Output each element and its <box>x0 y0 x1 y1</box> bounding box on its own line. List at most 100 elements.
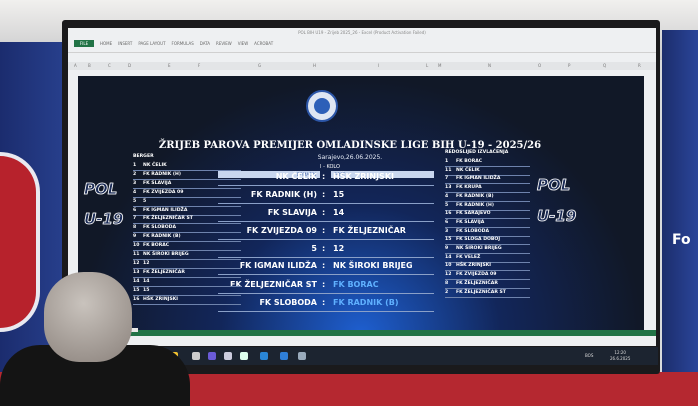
column-header[interactable]: D <box>128 63 132 68</box>
column-header[interactable]: M <box>438 63 442 68</box>
column-header[interactable]: G <box>258 63 262 68</box>
ribbon-tab-view[interactable]: VIEW <box>237 41 249 46</box>
draw-order-number: 15 <box>445 237 452 243</box>
draw-order-row-divider <box>445 235 530 237</box>
berger-row-divider <box>133 214 241 216</box>
ribbon-tab-formulas[interactable]: FORMULAS <box>171 41 194 46</box>
match-away-team: FK BORAC <box>333 280 379 289</box>
draw-order-header: REDOSLIJED IZVLAČENJA <box>445 150 509 155</box>
match-away-team: NK ŠIROKI BRIJEG <box>333 261 413 270</box>
berger-number: 2 <box>133 171 137 177</box>
draw-order-row-divider <box>445 174 530 176</box>
match-separator: : <box>322 244 326 253</box>
column-headers: A B C D E F G H I L M N O P Q R <box>68 62 656 70</box>
clock[interactable]: 12:20 26.6.2025 <box>610 350 630 362</box>
column-header[interactable]: B <box>88 63 91 68</box>
column-header[interactable]: N <box>488 63 491 68</box>
excel-taskbar-icon[interactable] <box>298 352 306 360</box>
match-separator: : <box>322 190 326 199</box>
column-header[interactable]: F <box>198 63 201 68</box>
column-header[interactable]: E <box>168 63 171 68</box>
berger-row-divider <box>133 259 241 260</box>
away-header: GOST <box>331 171 434 178</box>
berger-number: 1 <box>133 163 137 168</box>
draw-order-team: FK ŽELJEZNIČAR <box>456 280 498 286</box>
ribbon-tab-acrobat[interactable]: ACROBAT <box>254 41 274 46</box>
ribbon-tab-home[interactable]: HOME <box>100 41 113 46</box>
berger-team: FK IGMAN ILIDŽA <box>143 207 188 213</box>
column-header[interactable]: H <box>313 63 317 68</box>
draw-order-team: FK SLOGA DOBOJ <box>456 237 501 243</box>
store-icon[interactable] <box>240 352 248 360</box>
column-header[interactable]: O <box>538 63 542 68</box>
draw-order-team: FK ŽELJEZNIČAR ST <box>456 289 506 295</box>
berger-number: 6 <box>133 207 137 213</box>
draw-order-row-divider <box>445 218 530 220</box>
column-header[interactable]: Q <box>603 63 607 68</box>
match-separator: : <box>322 298 326 307</box>
draw-order-row-divider <box>445 200 530 202</box>
draw-order-number: 6 <box>445 219 449 225</box>
u19-badge-right: U-19 <box>537 207 577 226</box>
clock-date: 26.6.2025 <box>610 356 631 361</box>
draw-order-team: FK RADNIK (H) <box>456 202 494 208</box>
match-row-divider <box>218 274 434 275</box>
file-explorer-icon[interactable] <box>224 352 232 360</box>
column-header[interactable]: R <box>638 63 641 68</box>
ribbon-tab-data[interactable]: DATA <box>199 41 211 46</box>
draw-order-row-divider <box>445 244 530 246</box>
home-header: DOMAĆIN <box>218 171 320 178</box>
ribbon-tabs: FILE HOME INSERT PAGE LAYOUT FORMULAS DA… <box>74 40 273 47</box>
column-header[interactable]: I <box>378 63 380 68</box>
berger-number: 3 <box>133 180 137 186</box>
draw-order-row-divider <box>445 183 530 185</box>
formula-bar[interactable] <box>68 52 656 60</box>
berger-row-divider <box>133 276 241 278</box>
match-home-team: FK SLAVIJA <box>267 208 317 217</box>
edge-icon[interactable] <box>260 352 268 360</box>
draw-order-team: FK RADNIK (B) <box>456 193 494 199</box>
draw-order-number: 3 <box>445 228 449 234</box>
draw-order-team: FK SLAVIJA <box>456 219 485 225</box>
ribbon-tab-page-layout[interactable]: PAGE LAYOUT <box>138 41 166 46</box>
draw-order-row-divider <box>445 296 530 298</box>
column-header[interactable]: P <box>568 63 571 68</box>
draw-order-team: FK IGMAN ILIDŽA <box>456 176 501 182</box>
browser-icon[interactable] <box>208 352 216 360</box>
match-row-divider <box>218 257 434 258</box>
column-header[interactable]: C <box>108 63 111 68</box>
berger-row-divider <box>133 170 241 171</box>
berger-row-divider <box>133 294 241 296</box>
spreadsheet-area[interactable] <box>78 76 644 334</box>
berger-row-divider <box>133 187 241 189</box>
berger-team: FK SLOBODA <box>143 225 177 231</box>
column-header[interactable]: L <box>426 63 429 68</box>
match-away-team: 15 <box>333 190 345 199</box>
berger-team: NK ČELIK <box>143 163 167 168</box>
draw-order-row-divider <box>445 270 530 272</box>
draw-order-row-divider <box>445 166 530 167</box>
match-home-team: FK ŽELJEZNIČAR ST <box>230 280 317 289</box>
berger-row-divider <box>133 232 241 234</box>
berger-number: 15 <box>133 287 140 293</box>
app-icon[interactable] <box>280 352 288 360</box>
match-separator: : <box>322 226 326 235</box>
task-view-icon[interactable] <box>192 352 200 360</box>
berger-row-divider <box>133 205 241 207</box>
column-header[interactable]: A <box>74 63 77 68</box>
language-indicator[interactable]: BOS <box>585 353 594 358</box>
match-separator: : <box>322 208 326 217</box>
ribbon-tab-file[interactable]: FILE <box>74 40 94 47</box>
draw-order-number: 11 <box>445 167 452 173</box>
ribbon-tab-insert[interactable]: INSERT <box>118 41 133 46</box>
match-away-team: HŠK ZRINJSKI <box>333 172 394 181</box>
berger-number: 14 <box>133 278 140 284</box>
berger-number: 11 <box>133 252 140 257</box>
match-home-team: FK IGMAN ILIDŽA <box>239 261 317 270</box>
match-row-divider <box>218 293 434 294</box>
berger-team: FK ZVIJEZDA 09 <box>143 189 184 195</box>
ribbon-tab-review[interactable]: REVIEW <box>216 41 232 46</box>
draw-order-number: 9 <box>445 246 449 251</box>
draw-order-number: 10 <box>445 263 452 269</box>
draw-order-team: FK ZVIJEZDA 09 <box>456 272 497 278</box>
